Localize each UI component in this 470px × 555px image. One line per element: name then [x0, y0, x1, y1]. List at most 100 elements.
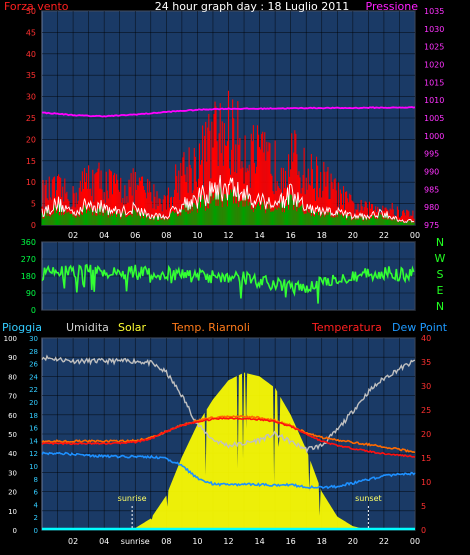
- temp-left-tick-label: 30: [29, 335, 38, 343]
- wind-tick-label: 15: [26, 157, 36, 166]
- compass-label: N: [436, 236, 444, 249]
- temp-right-tick-label: 30: [421, 382, 431, 391]
- x-tick-label: 04: [99, 537, 109, 546]
- x-tick-label: 02: [68, 537, 78, 546]
- legend-pioggia: Pioggia: [2, 321, 42, 334]
- umidita-line: [41, 354, 416, 454]
- temp-x-tick-labels: 02 04 sunrise 08 10 12 14 16 18 20 22 00: [68, 537, 420, 546]
- temp-left-tick-label: 12: [29, 450, 38, 458]
- x-tick-label: 14: [254, 231, 264, 240]
- x-tick-label: 04: [99, 231, 109, 240]
- x-tick-label: 08: [161, 537, 171, 546]
- legend-dew-point: Dew Point: [392, 321, 448, 334]
- sunset-label: sunset: [355, 494, 382, 503]
- direction-line: [41, 263, 415, 304]
- chart-title: 24 hour graph day : 18 Luglio 2011: [155, 0, 350, 13]
- temp-left-tick-label: 0: [34, 527, 38, 535]
- direction-tick-label: 270: [21, 255, 36, 264]
- x-tick-label: 02: [68, 231, 78, 240]
- temp-right-tick-label: 35: [421, 358, 431, 367]
- percent-tick-label: 20: [8, 489, 17, 497]
- x-tick-label: 12: [223, 537, 233, 546]
- direction-tick-label: 90: [26, 289, 36, 298]
- avg-wind-line: [41, 174, 415, 224]
- temp-left-tick-label: 2: [34, 514, 38, 522]
- temp-left-tick-label: 4: [34, 501, 39, 509]
- temp-right-tick-label: 15: [421, 454, 431, 463]
- x-tick-label: 16: [286, 231, 296, 240]
- compass-label: N: [436, 300, 444, 313]
- temp-left-tick-label: 18: [29, 412, 38, 420]
- percent-tick-label: 40: [8, 450, 17, 458]
- temp-left-tick-label: 6: [34, 489, 39, 497]
- percent-tick-label: 10: [8, 508, 17, 516]
- pressure-tick-label: 1015: [424, 78, 444, 87]
- direction-tick-label: 0: [31, 306, 36, 315]
- legend-umidita: Umidita: [66, 321, 109, 334]
- x-tick-label: 18: [317, 537, 327, 546]
- x-tick-label: 18: [317, 231, 327, 240]
- temp-right-tick-label: 0: [421, 526, 426, 535]
- x-tick-label: 22: [379, 537, 389, 546]
- compass-label: S: [437, 268, 444, 281]
- x-tick-label: 14: [254, 537, 264, 546]
- pressure-y-tick-labels: 975 980 985 990 995 1000 1005 1010 1015 1020 1025 1…: [424, 7, 444, 230]
- pressure-tick-label: 1010: [424, 96, 444, 105]
- wind-tick-label: 25: [26, 114, 36, 123]
- temp-right-tick-label: 5: [421, 502, 426, 511]
- x-tick-label: 00: [410, 537, 420, 546]
- temperatura-line: [41, 417, 416, 458]
- legend-temperatura: Temperatura: [311, 321, 382, 334]
- wind-tick-label: 40: [26, 50, 36, 59]
- sunrise-label: sunrise: [118, 494, 147, 503]
- temp-left-tick-label: 20: [29, 399, 38, 407]
- direction-points: [41, 263, 415, 304]
- pressure-tick-label: 975: [424, 221, 439, 230]
- percent-tick-label: 100: [4, 335, 17, 343]
- wind-x-tick-labels: 02 04 06 08 10 12 14 16 18 20 22 00: [68, 231, 420, 240]
- temp-left-tick-label: 24: [29, 373, 38, 381]
- pressure-tick-label: 1035: [424, 7, 444, 16]
- solar-fill: [42, 372, 415, 530]
- pressure-tick-label: 995: [424, 150, 439, 159]
- percent-tick-label: 60: [8, 412, 17, 420]
- percent-tick-label: 30: [8, 469, 17, 477]
- percent-tick-label: 80: [8, 373, 17, 381]
- temp-left-tick-label: 14: [29, 437, 38, 445]
- direction-tick-label: 180: [21, 272, 36, 281]
- temp-right-tick-label: 10: [421, 478, 431, 487]
- wind-tick-label: 35: [26, 71, 36, 80]
- pressure-tick-label: 1000: [424, 132, 444, 141]
- x-tick-label: 12: [223, 231, 233, 240]
- percent-tick-label: 70: [8, 393, 17, 401]
- wind-tick-label: 10: [26, 178, 36, 187]
- temp-left-tick-label: 16: [29, 425, 38, 433]
- x-tick-label: 16: [286, 537, 296, 546]
- temp-right-tick-label: 20: [421, 430, 431, 439]
- pressure-tick-label: 985: [424, 185, 439, 194]
- x-tick-label: 08: [161, 231, 171, 240]
- legend-temp-riarnoli: Temp. Riarnoli: [171, 321, 250, 334]
- pressure-tick-label: 980: [424, 203, 439, 212]
- pressure-tick-label: 1005: [424, 114, 444, 123]
- pressure-tick-label: 990: [424, 168, 439, 177]
- pressure-tick-label: 1025: [424, 43, 444, 52]
- x-tick-label: 20: [348, 231, 358, 240]
- pressure-tick-label: 1030: [424, 25, 444, 34]
- sun-annotations: sunrise sunset: [118, 494, 382, 530]
- wind-tick-label: 5: [31, 200, 36, 209]
- wind-tick-label: 20: [26, 135, 36, 144]
- compass-label: W: [435, 252, 446, 265]
- x-tick-label: sunrise: [121, 537, 150, 546]
- x-tick-label: 06: [130, 231, 140, 240]
- temp-right-tick-label: 40: [421, 334, 431, 343]
- temp-left-tick-label: 22: [29, 386, 38, 394]
- wind-y-tick-labels: 0 5 10 15 20 25 30 35 40 45 50: [26, 7, 36, 230]
- x-tick-label: 22: [379, 231, 389, 240]
- pressure-title: Pressione: [366, 0, 419, 13]
- compass-label: E: [437, 284, 444, 297]
- legend-solar: Solar: [118, 321, 147, 334]
- solar-area: [42, 372, 415, 530]
